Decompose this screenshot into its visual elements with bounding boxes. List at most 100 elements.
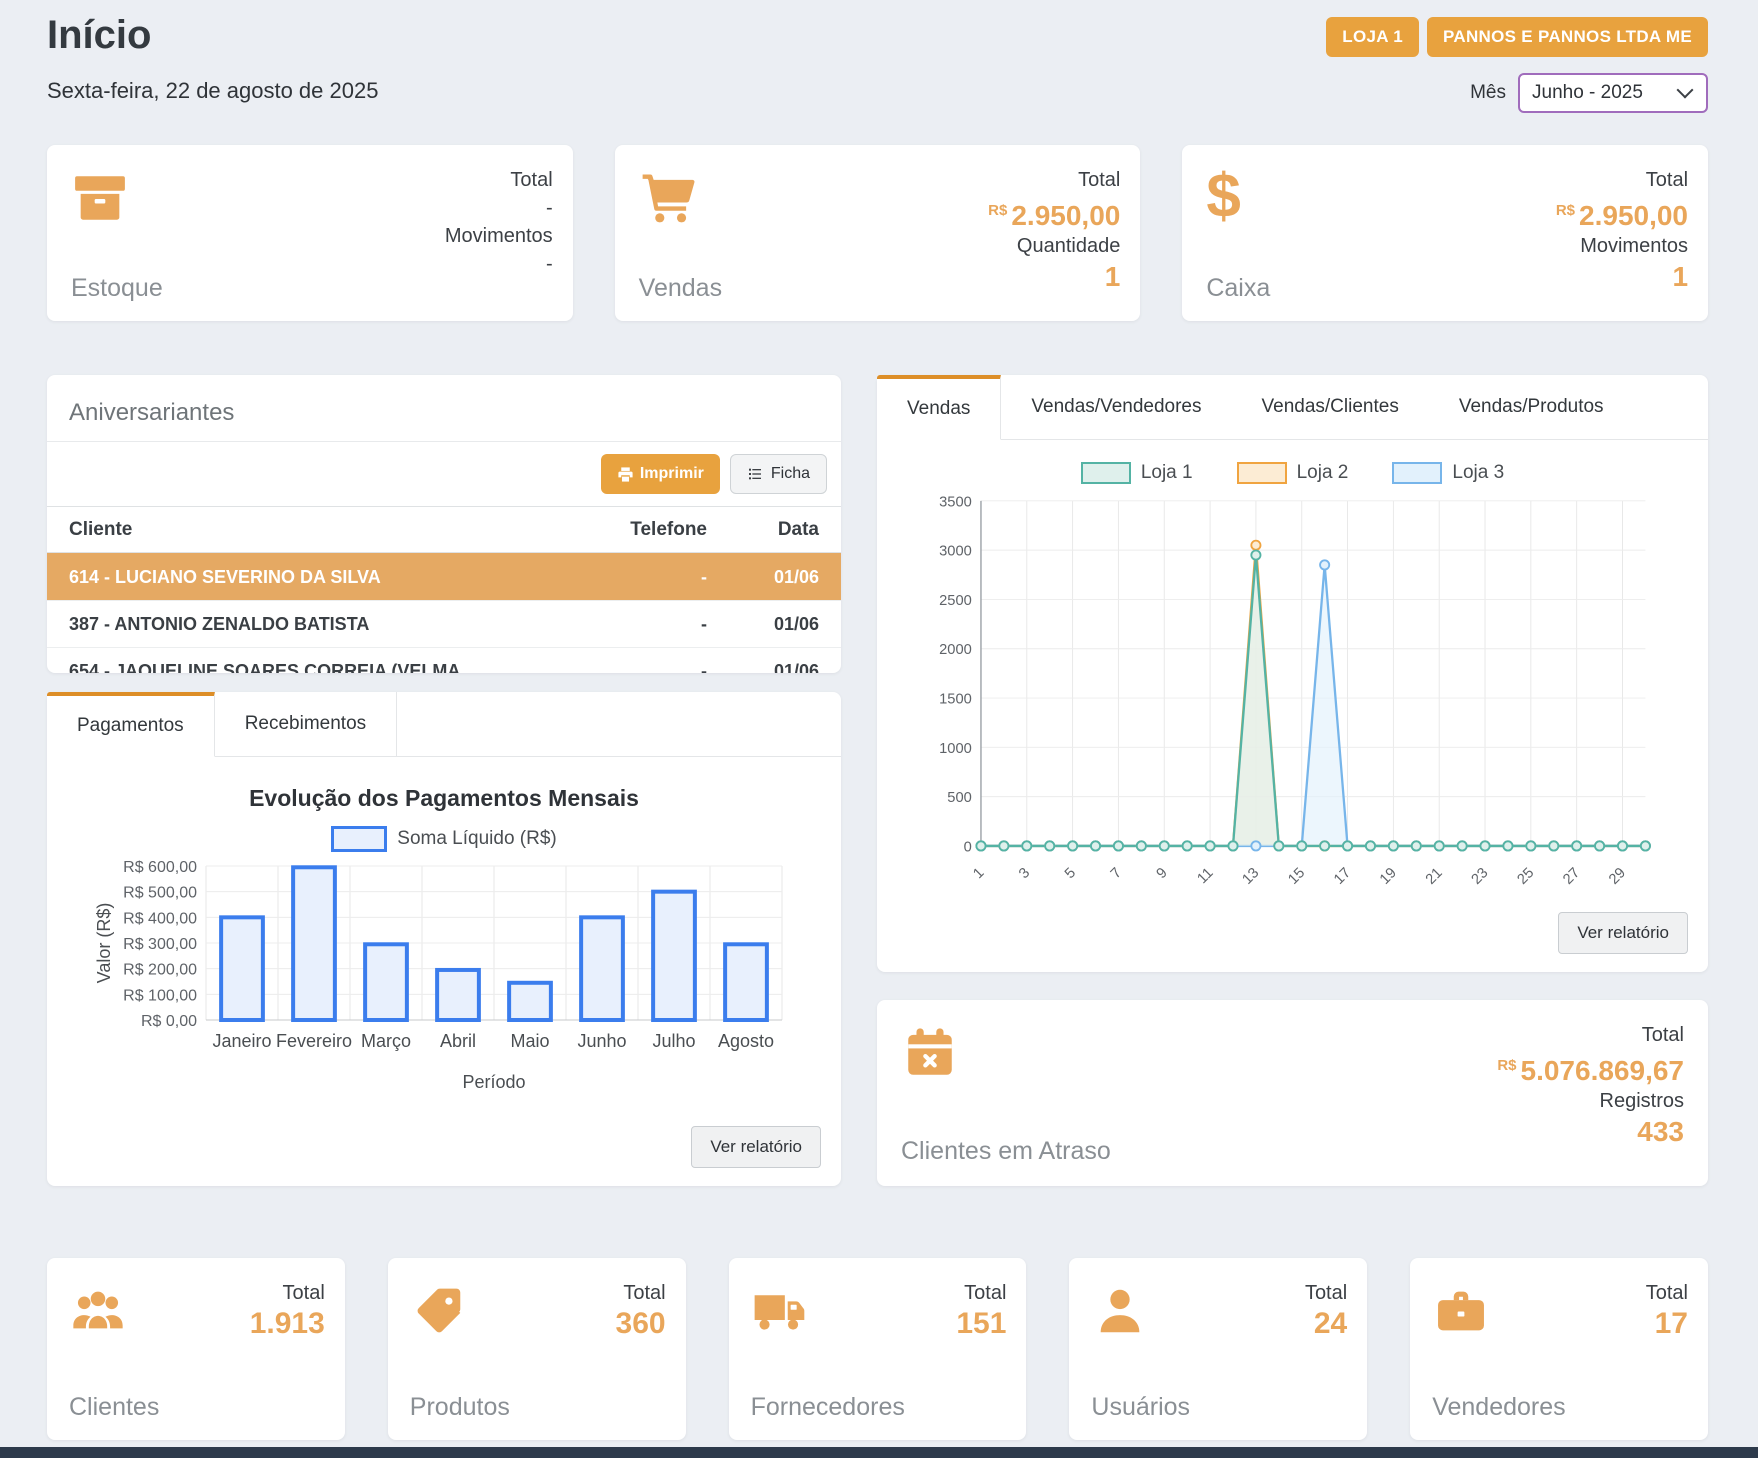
svg-text:Período: Período [462, 1072, 525, 1092]
store-button[interactable]: LOJA 1 [1326, 17, 1419, 57]
month-label: Mês [1470, 82, 1506, 104]
svg-text:R$ 0,00: R$ 0,00 [141, 1013, 197, 1030]
metric-value: 1 [1105, 263, 1121, 291]
panel-title: Aniversariantes [47, 375, 841, 427]
payments-chart-legend: Soma Líquido (R$) [47, 826, 841, 852]
legend-swatch-loja2 [1237, 462, 1287, 484]
tab-vendas[interactable]: Vendas [877, 375, 1001, 440]
svg-text:27: 27 [1560, 865, 1583, 888]
payments-report-button[interactable]: Ver relatório [691, 1126, 821, 1168]
summary-card-value: 24 [1314, 1310, 1347, 1338]
metric-label: Movimentos [445, 225, 553, 248]
ficha-button[interactable]: Ficha [730, 454, 827, 494]
tab-vendas-produtos[interactable]: Vendas/Produtos [1429, 375, 1634, 439]
tag-icon [410, 1282, 468, 1340]
header-left: Início Sexta-feira, 22 de agosto de 2025 [47, 12, 378, 104]
company-button[interactable]: PANNOS E PANNOS LTDA ME [1427, 17, 1708, 57]
month-select-value: Junho - 2025 [1532, 82, 1643, 103]
svg-text:Janeiro: Janeiro [212, 1031, 271, 1051]
payments-bar-chart: R$ 0,00R$ 100,00R$ 200,00R$ 300,00R$ 400… [94, 856, 794, 1096]
table-row[interactable]: 614 - LUCIANO SEVERINO DA SILVA - 01/06 [47, 553, 841, 600]
metric-label: Total [1646, 169, 1688, 192]
dollar-icon: $ [1206, 169, 1270, 225]
archive-icon [71, 169, 129, 227]
metric-value: 1 [1672, 263, 1688, 291]
sales-report-button[interactable]: Ver relatório [1558, 912, 1688, 954]
print-button[interactable]: Imprimir [601, 454, 720, 494]
svg-text:25: 25 [1514, 865, 1537, 888]
svg-text:5: 5 [1062, 865, 1079, 882]
svg-text:R$ 400,00: R$ 400,00 [123, 910, 197, 927]
svg-text:1500: 1500 [939, 692, 972, 708]
svg-text:Junho: Junho [577, 1031, 626, 1051]
svg-text:15: 15 [1285, 865, 1308, 888]
tab-pagamentos[interactable]: Pagamentos [47, 692, 215, 757]
table-row[interactable]: 387 - ANTONIO ZENALDO BATISTA - 01/06 [47, 600, 841, 647]
svg-text:2500: 2500 [939, 593, 972, 609]
header-right: LOJA 1 PANNOS E PANNOS LTDA ME Mês Junho… [1326, 12, 1708, 113]
legend-swatch-loja1 [1081, 462, 1131, 484]
stat-card-metrics: Total R$2.950,00 Movimentos 1 [1556, 169, 1688, 303]
month-select[interactable]: Junho - 2025 [1518, 73, 1708, 113]
user-icon [1091, 1282, 1149, 1340]
summary-card-label: Produtos [410, 1393, 510, 1422]
metric-value: R$2.950,00 [1556, 197, 1688, 230]
metric-label: Total [510, 169, 552, 192]
tab-recebimentos[interactable]: Recebimentos [215, 692, 397, 756]
svg-text:3000: 3000 [939, 544, 972, 560]
topbar: Início Sexta-feira, 22 de agosto de 2025… [47, 12, 1708, 113]
svg-text:23: 23 [1468, 865, 1491, 888]
footer-bar [0, 1447, 1758, 1458]
divider [47, 441, 841, 442]
svg-text:500: 500 [947, 790, 971, 806]
svg-text:21: 21 [1422, 865, 1445, 888]
legend-label: Loja 2 [1297, 462, 1349, 484]
sales-panel: Vendas Vendas/Vendedores Vendas/Clientes… [877, 375, 1708, 972]
overdue-clients-card: Clientes em Atraso Total R$5.076.869,67 … [877, 1000, 1708, 1186]
svg-text:9: 9 [1153, 865, 1170, 882]
summary-card-produtos: Produtos Total 360 [388, 1258, 686, 1440]
svg-text:Agosto: Agosto [718, 1031, 774, 1051]
metric-label: Movimentos [1580, 235, 1688, 258]
stat-card-caixa: $ Caixa Total R$2.950,00 Movimentos 1 [1182, 145, 1708, 321]
stat-card-label: Estoque [71, 274, 163, 303]
svg-text:1: 1 [970, 865, 987, 882]
summary-card-label: Fornecedores [751, 1393, 905, 1422]
month-filter: Mês Junho - 2025 [1470, 73, 1708, 113]
stat-cards-row: Estoque Total - Movimentos - Vendas Tota… [47, 145, 1708, 321]
summary-card-label: Vendedores [1432, 1393, 1565, 1422]
stat-card-metrics: Total - Movimentos - [445, 169, 553, 303]
metric-value: - [546, 197, 553, 220]
svg-text:11: 11 [1194, 865, 1216, 887]
svg-text:3: 3 [1016, 865, 1033, 882]
stat-card-metrics: Total R$2.950,00 Quantidade 1 [988, 169, 1120, 303]
page-title: Início [47, 12, 378, 58]
summary-card-value: 1.913 [250, 1310, 325, 1338]
metric-label: Registros [1600, 1090, 1684, 1113]
sales-chart-legend: Loja 1 Loja 2 Loja 3 [877, 462, 1708, 484]
chevron-down-icon [1677, 82, 1694, 99]
briefcase-icon [1432, 1282, 1490, 1340]
metric-label: Total [1078, 169, 1120, 192]
chart-title: Evolução dos Pagamentos Mensais [47, 785, 841, 812]
svg-text:0: 0 [963, 839, 971, 855]
legend-label: Loja 1 [1141, 462, 1193, 484]
svg-text:7: 7 [1107, 865, 1124, 882]
svg-text:Março: Março [361, 1031, 411, 1051]
legend-label: Soma Líquido (R$) [397, 828, 556, 850]
svg-text:17: 17 [1331, 865, 1354, 888]
metric-value: - [546, 253, 553, 276]
tab-vendas-vendedores[interactable]: Vendas/Vendedores [1001, 375, 1231, 439]
truck-icon [751, 1282, 809, 1340]
svg-text:R$ 200,00: R$ 200,00 [123, 962, 197, 979]
svg-text:Fevereiro: Fevereiro [276, 1031, 352, 1051]
aniversariantes-actions: Imprimir Ficha [61, 454, 827, 494]
tab-vendas-clientes[interactable]: Vendas/Clientes [1232, 375, 1429, 439]
svg-text:13: 13 [1239, 865, 1262, 888]
aniversariantes-panel: Aniversariantes Imprimir [47, 375, 841, 673]
printer-icon [617, 466, 634, 483]
legend-swatch-loja3 [1392, 462, 1442, 484]
table-row[interactable]: 654 - JAQUELINE SOARES CORREIA (VELMA - … [47, 647, 841, 673]
payments-tabs: Pagamentos Recebimentos [47, 692, 841, 757]
svg-text:R$ 100,00: R$ 100,00 [123, 987, 197, 1004]
